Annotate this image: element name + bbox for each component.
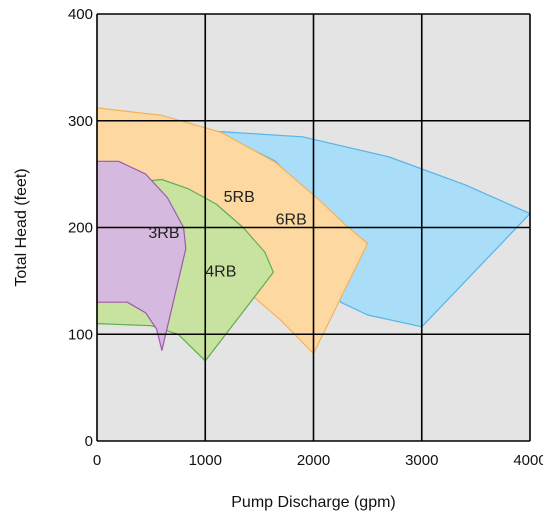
region-label-4rb: 4RB [205,264,236,281]
x-tick-label: 0 [93,452,101,469]
y-tick-label: 400 [68,6,93,23]
x-tick-label: 1000 [189,452,222,469]
y-tick-label: 200 [68,220,93,237]
region-label-3rb: 3RB [148,225,179,242]
y-axis-ticks: 0 100 200 300 400 [68,6,93,450]
y-tick-label: 100 [68,326,93,343]
x-axis-ticks: 0 1000 2000 3000 4000 [93,452,543,469]
y-axis-title: Total Head (feet) [13,168,30,286]
y-tick-label: 0 [85,433,93,450]
y-tick-label: 300 [68,113,93,130]
region-label-5rb: 5RB [224,189,255,206]
x-tick-label: 4000 [513,452,543,469]
x-tick-label: 2000 [297,452,330,469]
x-tick-label: 3000 [405,452,438,469]
x-axis-title: Pump Discharge (gpm) [231,494,396,511]
region-label-6rb: 6RB [276,211,307,228]
